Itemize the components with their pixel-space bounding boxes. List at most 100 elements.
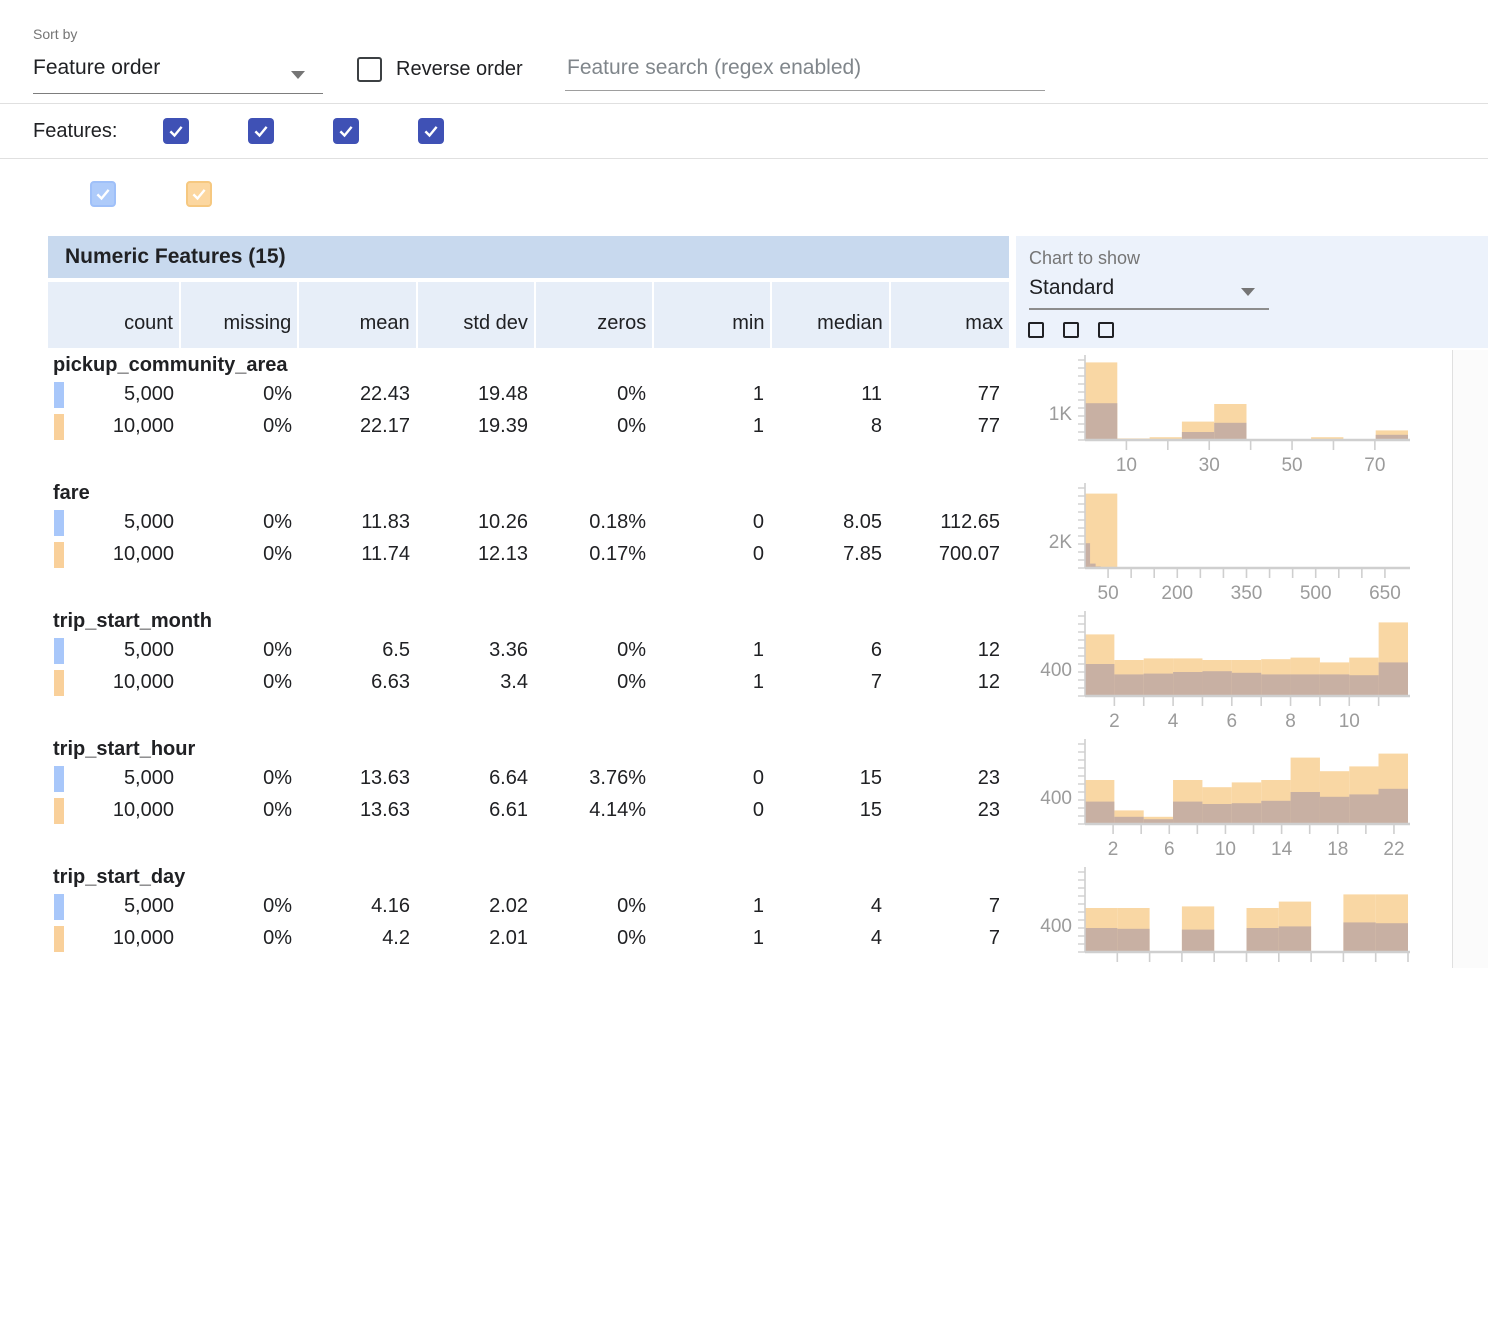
stat-cell-std-dev: 3.36 bbox=[414, 635, 532, 667]
sort-by-value: Feature order bbox=[33, 56, 160, 79]
feature-name: trip_start_day bbox=[53, 866, 185, 889]
feature-type-filter-unknown[interactable] bbox=[418, 118, 457, 144]
train-dataset-swatch bbox=[54, 926, 64, 952]
stat-cell-count: 5,000 bbox=[48, 891, 178, 923]
stat-cell-mean: 6.5 bbox=[296, 635, 414, 667]
stat-cell-mean: 4.16 bbox=[296, 891, 414, 923]
numeric-features-header: Numeric Features (15) bbox=[48, 236, 1009, 280]
overlap-bar bbox=[1349, 794, 1378, 824]
stat-cell-mean: 6.63 bbox=[296, 667, 414, 699]
train-dataset-swatch bbox=[54, 414, 64, 440]
stat-cell-median: 15 bbox=[768, 795, 886, 827]
stat-cell-missing: 0% bbox=[178, 795, 296, 827]
sort-by-caption: Sort by bbox=[33, 26, 77, 42]
x-tick-label: 2 bbox=[1109, 711, 1120, 732]
stat-cell-max: 7 bbox=[886, 891, 1004, 923]
stat-cell-missing: 0% bbox=[178, 635, 296, 667]
stat-cell-missing: 0% bbox=[178, 507, 296, 539]
stat-cell-min: 1 bbox=[650, 635, 768, 667]
stat-cell-max: 23 bbox=[886, 795, 1004, 827]
x-tick-label: 50 bbox=[1098, 583, 1119, 604]
stat-cell-median: 4 bbox=[768, 891, 886, 923]
check-icon bbox=[337, 122, 355, 140]
stat-cell-median: 6 bbox=[768, 635, 886, 667]
x-tick-label: 500 bbox=[1300, 583, 1332, 604]
stat-cell-count: 10,000 bbox=[48, 411, 178, 443]
chevron-down-icon bbox=[1241, 288, 1255, 296]
eval-dataset-swatch bbox=[54, 894, 64, 920]
overlap-bar bbox=[1202, 804, 1231, 824]
overlap-bar bbox=[1291, 792, 1320, 824]
stat-cell-max: 12 bbox=[886, 635, 1004, 667]
stat-cell-zeros: 3.76% bbox=[532, 763, 650, 795]
chart-type-dropdown[interactable]: Standard bbox=[1029, 276, 1269, 310]
reverse-order-checkbox[interactable] bbox=[357, 57, 382, 82]
stat-cell-min: 0 bbox=[650, 795, 768, 827]
chart-type-value: Standard bbox=[1029, 276, 1114, 299]
stat-cell-max: 23 bbox=[886, 763, 1004, 795]
unchecked-checkbox-icon bbox=[1063, 322, 1079, 338]
feature-type-filter-string[interactable] bbox=[333, 118, 372, 144]
feature-type-filter-int[interactable] bbox=[163, 118, 202, 144]
x-tick-label: 10 bbox=[1339, 711, 1360, 732]
eval-dataset-swatch bbox=[54, 382, 64, 408]
stat-cell-mean: 11.83 bbox=[296, 507, 414, 539]
stat-cell-zeros: 0% bbox=[532, 667, 650, 699]
vertical-scrollbar-track[interactable] bbox=[1453, 350, 1488, 968]
eval-dataset-swatch bbox=[54, 638, 64, 664]
checked-checkbox-icon bbox=[186, 181, 212, 207]
dataset-toggle-eval_dataset[interactable] bbox=[90, 181, 129, 207]
sort-by-dropdown[interactable]: Feature order bbox=[33, 56, 323, 94]
overlap-bar bbox=[1085, 928, 1117, 952]
stat-cell-mean: 22.17 bbox=[296, 411, 414, 443]
numeric-features-title: Numeric Features (15) bbox=[48, 245, 286, 269]
chart-toggle-percentages[interactable] bbox=[1098, 322, 1117, 338]
stat-cell-missing: 0% bbox=[178, 539, 296, 571]
unchecked-checkbox-icon bbox=[1028, 322, 1044, 338]
overlap-bar bbox=[1173, 802, 1202, 824]
check-icon bbox=[94, 185, 112, 203]
stat-cell-min: 0 bbox=[650, 539, 768, 571]
stat-cell-std-dev: 19.48 bbox=[414, 379, 532, 411]
stat-cell-min: 0 bbox=[650, 507, 768, 539]
stat-cell-min: 1 bbox=[650, 923, 768, 955]
dataset-toggle-train_dataset[interactable] bbox=[186, 181, 225, 207]
overlap-bar bbox=[1279, 926, 1311, 952]
overlap-bar bbox=[1182, 930, 1214, 952]
chart-toggle-log[interactable] bbox=[1028, 322, 1047, 338]
overlap-bar bbox=[1291, 674, 1320, 696]
dataset-legend bbox=[0, 159, 1488, 229]
column-header-mean: mean bbox=[299, 282, 417, 348]
chart-toggle-expand[interactable] bbox=[1063, 322, 1082, 338]
checked-checkbox-icon bbox=[90, 181, 116, 207]
feature-type-filter-float[interactable] bbox=[248, 118, 287, 144]
stat-cell-zeros: 4.14% bbox=[532, 795, 650, 827]
x-tick-label: 650 bbox=[1369, 583, 1401, 604]
checked-checkbox-icon bbox=[333, 118, 359, 144]
stat-cell-std-dev: 6.61 bbox=[414, 795, 532, 827]
reverse-order-label: Reverse order bbox=[396, 58, 523, 81]
check-icon bbox=[167, 122, 185, 140]
stat-cell-median: 7 bbox=[768, 667, 886, 699]
stat-cell-missing: 0% bbox=[178, 379, 296, 411]
x-tick-label: 6 bbox=[1227, 711, 1238, 732]
feature-search-input[interactable] bbox=[565, 50, 1045, 91]
eval-dataset-swatch bbox=[54, 766, 64, 792]
stat-cell-mean: 22.43 bbox=[296, 379, 414, 411]
stat-cell-count: 10,000 bbox=[48, 539, 178, 571]
stat-cell-zeros: 0.18% bbox=[532, 507, 650, 539]
stat-cell-std-dev: 2.02 bbox=[414, 891, 532, 923]
y-axis-label: 400 bbox=[1040, 660, 1072, 681]
